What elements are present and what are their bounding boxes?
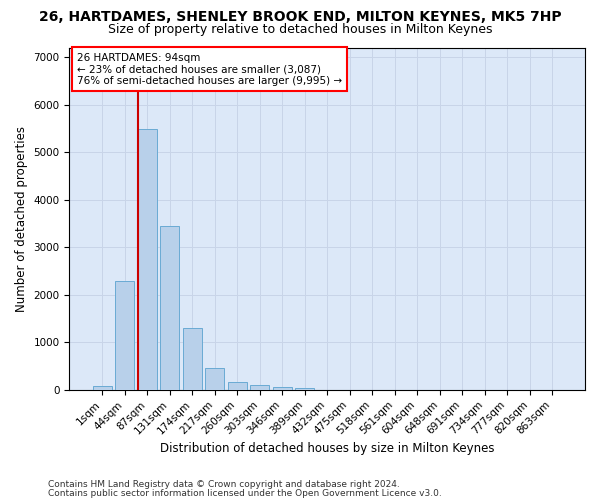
Bar bbox=[205, 368, 224, 390]
Bar bbox=[138, 130, 157, 390]
Text: Size of property relative to detached houses in Milton Keynes: Size of property relative to detached ho… bbox=[108, 22, 492, 36]
Bar bbox=[250, 385, 269, 390]
Bar bbox=[160, 226, 179, 390]
Text: 26, HARTDAMES, SHENLEY BROOK END, MILTON KEYNES, MK5 7HP: 26, HARTDAMES, SHENLEY BROOK END, MILTON… bbox=[38, 10, 562, 24]
Bar bbox=[272, 387, 292, 390]
Text: Contains public sector information licensed under the Open Government Licence v3: Contains public sector information licen… bbox=[48, 488, 442, 498]
Text: 26 HARTDAMES: 94sqm
← 23% of detached houses are smaller (3,087)
76% of semi-det: 26 HARTDAMES: 94sqm ← 23% of detached ho… bbox=[77, 52, 342, 86]
Bar bbox=[115, 282, 134, 390]
Bar bbox=[295, 388, 314, 390]
Text: Contains HM Land Registry data © Crown copyright and database right 2024.: Contains HM Land Registry data © Crown c… bbox=[48, 480, 400, 489]
Y-axis label: Number of detached properties: Number of detached properties bbox=[15, 126, 28, 312]
X-axis label: Distribution of detached houses by size in Milton Keynes: Distribution of detached houses by size … bbox=[160, 442, 494, 455]
Bar bbox=[93, 386, 112, 390]
Bar bbox=[183, 328, 202, 390]
Bar bbox=[228, 382, 247, 390]
